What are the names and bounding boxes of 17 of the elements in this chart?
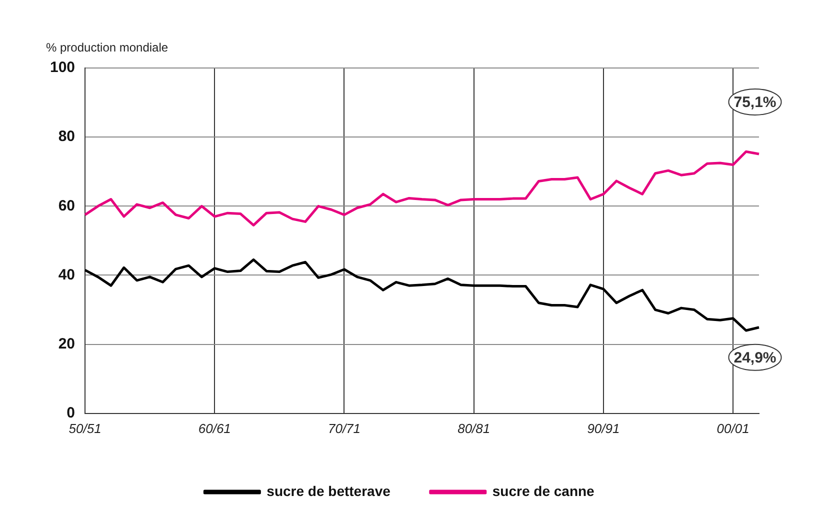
y-tick-label: 40 xyxy=(58,266,76,284)
legend-label: sucre de canne xyxy=(492,482,595,499)
annotation: 75,1% xyxy=(734,94,776,112)
y-tick-label: 20 xyxy=(58,335,76,352)
y-axis-title: % production mondiale xyxy=(46,40,168,54)
y-tick-label: 0 xyxy=(66,404,76,422)
legend-label: sucre de betterave xyxy=(266,482,391,499)
y-tick-label: 80 xyxy=(58,128,76,146)
annotation: 24,9% xyxy=(734,350,776,367)
x-tick-label: 70/71 xyxy=(328,420,361,436)
x-tick-label: 60/61 xyxy=(198,420,231,436)
x-tick-label: 90/91 xyxy=(587,420,620,436)
x-tick-label: 00/01 xyxy=(716,420,750,436)
x-tick-label: 80/81 xyxy=(458,420,490,436)
y-tick-label: 60 xyxy=(58,197,76,214)
x-tick-label: 50/51 xyxy=(68,420,102,436)
y-tick-label: 100 xyxy=(50,59,76,76)
